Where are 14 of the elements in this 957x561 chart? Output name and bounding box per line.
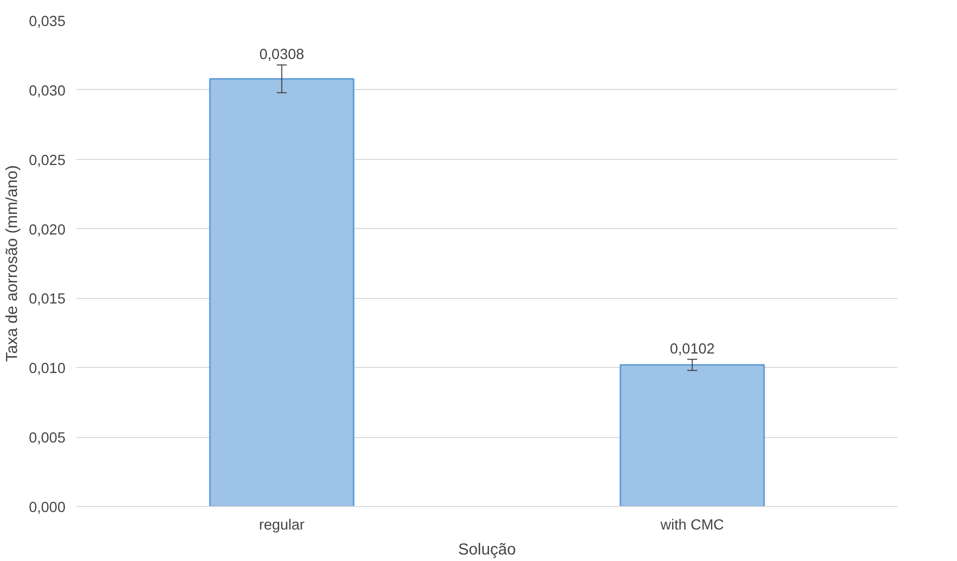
y-tick-label: 0,005 <box>28 430 66 447</box>
x-tick-label: with CMC <box>659 518 724 534</box>
y-tick-label: 0,015 <box>28 292 66 308</box>
data-label: 0,0102 <box>670 341 715 358</box>
data-label: 0,0308 <box>259 46 304 63</box>
y-tick-label: 0,035 <box>28 14 66 30</box>
y-tick-label: 0,030 <box>28 83 66 100</box>
x-tick-label: regular <box>258 518 305 534</box>
y-axis-title: Taxa de aorrosão (mm/ano) <box>4 165 21 362</box>
y-tick-label: 0,000 <box>28 500 66 516</box>
y-tick-label: 0,020 <box>28 222 66 238</box>
x-axis-title: Solução <box>458 542 516 558</box>
y-tick-label: 0,025 <box>28 152 66 169</box>
y-tick-label: 0,010 <box>28 361 66 378</box>
